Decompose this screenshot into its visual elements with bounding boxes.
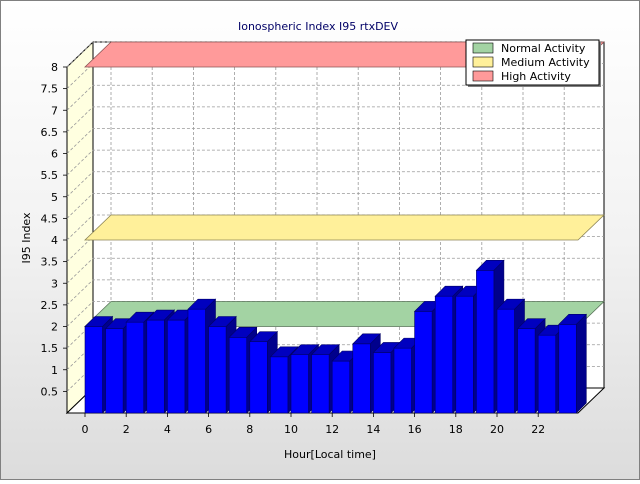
y-tick-label: 3.5 bbox=[41, 256, 59, 269]
y-tick-label: 7 bbox=[51, 104, 58, 117]
bar-front bbox=[187, 308, 206, 414]
bar-series bbox=[84, 259, 588, 414]
x-tick-label: 12 bbox=[325, 423, 339, 436]
bar-top bbox=[187, 298, 217, 310]
bar-top bbox=[84, 316, 114, 327]
y-tick-label: 5 bbox=[51, 191, 58, 204]
x-tick-label: 14 bbox=[366, 423, 380, 436]
bar-top bbox=[475, 259, 505, 271]
x-tick-label: 18 bbox=[449, 423, 463, 436]
bar-front bbox=[496, 308, 515, 414]
y-tick-label: 2 bbox=[51, 321, 58, 334]
gridline-y bbox=[66, 84, 604, 111]
bar-front bbox=[331, 360, 351, 414]
bar-top bbox=[125, 311, 155, 323]
gridline-y bbox=[66, 149, 604, 176]
bar-top bbox=[352, 333, 382, 345]
bar-front bbox=[105, 328, 124, 414]
bar-top bbox=[146, 309, 176, 321]
legend-swatch bbox=[472, 56, 494, 68]
bar-top bbox=[207, 316, 237, 327]
y-tick-label: 5.5 bbox=[41, 169, 59, 182]
band-medium-activity bbox=[84, 214, 605, 241]
x-axis-label: Hour[Local time] bbox=[284, 448, 376, 461]
y-tick-label: 4 bbox=[51, 234, 58, 247]
bar-front bbox=[290, 354, 309, 414]
y-tick-label: 2.5 bbox=[41, 299, 59, 312]
bar-front bbox=[455, 295, 474, 414]
x-tick-label: 2 bbox=[123, 423, 130, 436]
x-tick-label: 16 bbox=[408, 423, 422, 436]
x-tick-label: 6 bbox=[205, 423, 212, 436]
x-tick-label: 20 bbox=[490, 423, 504, 436]
y-tick-label: 4.5 bbox=[41, 212, 59, 225]
bar-front bbox=[311, 354, 330, 414]
bar-front bbox=[228, 337, 247, 414]
x-tick-label: 4 bbox=[164, 423, 171, 436]
x-tick-labels: 0 2 4 6 8 10 12 14 16 18 20 22 bbox=[82, 413, 545, 436]
y-axis-label: I95 Index bbox=[20, 212, 33, 264]
y-tick-label: 1.5 bbox=[41, 342, 59, 355]
y-tick-label: 3 bbox=[51, 277, 58, 290]
legend-label: Normal Activity bbox=[501, 42, 586, 55]
gridline-y bbox=[66, 192, 604, 219]
gridline-y bbox=[66, 257, 604, 284]
bar-front bbox=[414, 311, 433, 414]
bar-front bbox=[146, 319, 165, 414]
y-tick-labels: 0.5 1 1.5 2 2.5 3 3.5 4 4.5 5 5.5 6 6.5 7 7.5 8 bbox=[41, 61, 67, 398]
bar-top bbox=[249, 331, 279, 342]
bar-front bbox=[476, 269, 495, 414]
gridline-y bbox=[66, 171, 604, 198]
y-tick-label: 0.5 bbox=[41, 385, 59, 398]
bar-front bbox=[393, 347, 412, 414]
x-tick-label: 10 bbox=[284, 423, 298, 436]
bar-hour-23 bbox=[558, 313, 588, 414]
bar-top bbox=[290, 344, 320, 355]
bar-top bbox=[228, 327, 258, 338]
bar-front bbox=[84, 326, 103, 414]
bar-front bbox=[558, 324, 577, 414]
bar-side bbox=[575, 313, 587, 414]
y-tick-label: 8 bbox=[51, 61, 58, 74]
bar-front bbox=[537, 334, 557, 414]
chart-title: Ionospheric Index I95 rtxDEV bbox=[238, 20, 399, 33]
bar-top bbox=[310, 344, 340, 355]
legend-label: Medium Activity bbox=[501, 56, 590, 69]
bar-top bbox=[496, 298, 526, 310]
bar-front bbox=[270, 356, 289, 414]
gridline-y bbox=[66, 106, 604, 133]
legend-label: High Activity bbox=[501, 70, 571, 83]
y-tick-label: 6.5 bbox=[41, 126, 59, 139]
bar-front bbox=[167, 319, 186, 414]
bar-top bbox=[558, 314, 588, 325]
y-tick-label: 7.5 bbox=[41, 83, 59, 96]
bar-front bbox=[125, 321, 144, 414]
bar-top bbox=[269, 346, 299, 358]
bar-front bbox=[352, 343, 371, 414]
bar-top bbox=[434, 285, 464, 297]
gridline-y bbox=[66, 128, 604, 154]
y-tick-label: 6 bbox=[51, 148, 58, 161]
x-tick-label: 22 bbox=[531, 423, 545, 436]
bar-front bbox=[249, 341, 268, 414]
bar-front bbox=[208, 326, 227, 414]
bar-front bbox=[434, 295, 454, 414]
x-tick-label: 0 bbox=[82, 423, 89, 436]
y-tick-label: 1 bbox=[51, 364, 58, 377]
bar-top bbox=[516, 318, 546, 329]
gridline-y bbox=[66, 279, 604, 306]
legend-swatch bbox=[472, 70, 494, 82]
legend-swatch bbox=[472, 42, 494, 54]
x-tick-label: 8 bbox=[246, 423, 253, 436]
bar-front bbox=[517, 328, 536, 414]
bar-front bbox=[373, 352, 392, 414]
